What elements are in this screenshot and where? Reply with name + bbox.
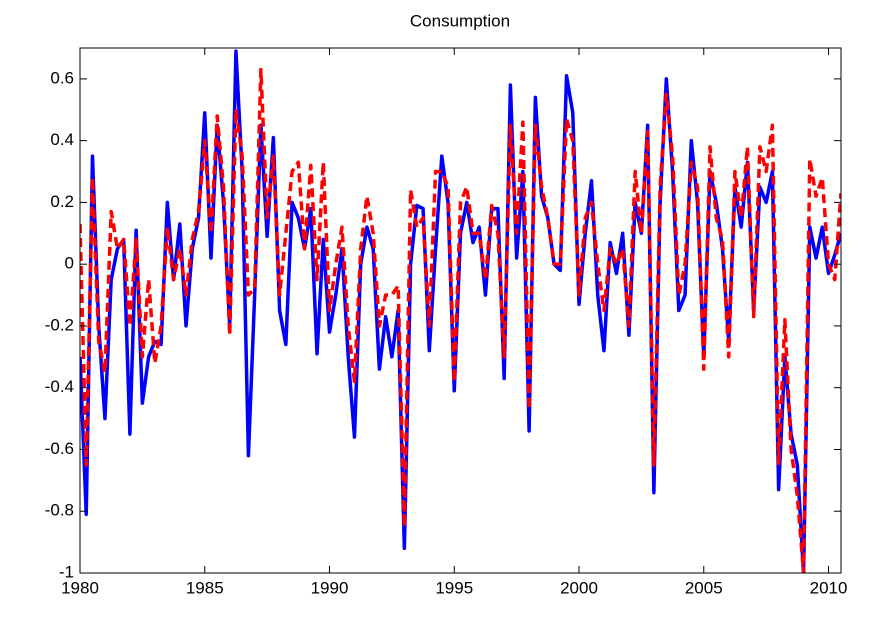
x-tick-label: 2010 xyxy=(810,578,848,597)
y-tick-label: -1 xyxy=(59,562,74,581)
x-tick-label: 1980 xyxy=(61,578,99,597)
chart-title: Consumption xyxy=(410,11,510,30)
y-tick-label: -0.6 xyxy=(45,439,74,458)
y-tick-label: 0.2 xyxy=(50,192,74,211)
plot-area xyxy=(80,49,841,573)
x-tick-label: 2005 xyxy=(685,578,723,597)
y-tick-label: 0 xyxy=(65,254,74,273)
x-tick-label: 1995 xyxy=(435,578,473,597)
x-tick-label: 2000 xyxy=(560,578,598,597)
plot-frame xyxy=(79,47,842,574)
x-tick-label: 1990 xyxy=(311,578,349,597)
y-tick-label: -0.8 xyxy=(45,501,74,520)
y-tick-label: -0.4 xyxy=(45,377,74,396)
y-tick-label: 0.4 xyxy=(50,130,74,149)
x-tick-label: 1985 xyxy=(186,578,224,597)
y-tick-label: 0.6 xyxy=(50,68,74,87)
y-tick-label: -0.2 xyxy=(45,315,74,334)
series-line xyxy=(80,67,841,573)
